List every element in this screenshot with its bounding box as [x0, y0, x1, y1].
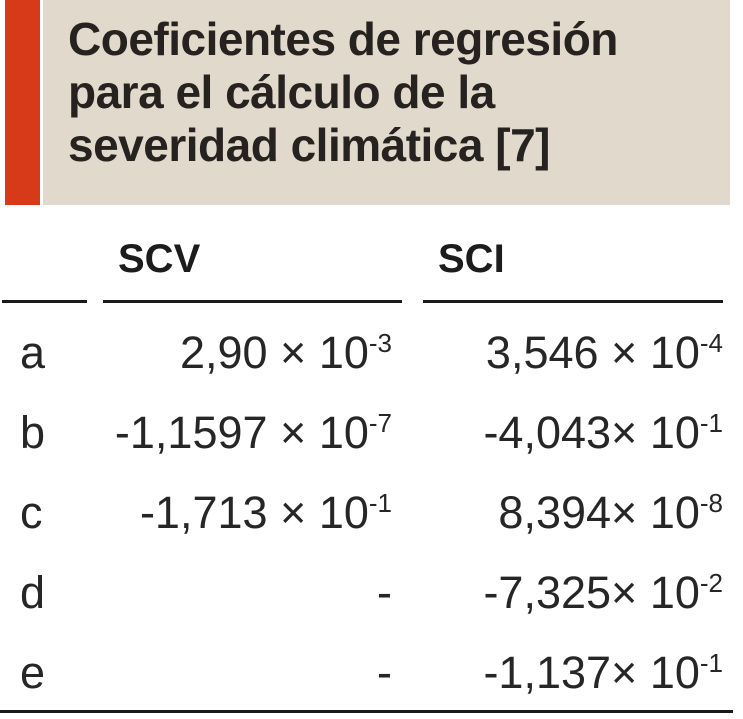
- value-exponent: -4: [699, 328, 723, 358]
- page-title: Coeficientes de regresión para el cálcul…: [68, 13, 618, 171]
- value-exponent: -2: [699, 568, 723, 598]
- sci-value: -1,137× 10-1: [423, 647, 723, 699]
- table-row-a: a 2,90 × 10-3 3,546 × 10-4: [0, 313, 723, 393]
- table-row-c: c -1,713 × 10-1 8,394× 10-8: [0, 473, 723, 553]
- value-base: -: [377, 647, 392, 698]
- value-exponent: -1: [368, 488, 392, 518]
- sci-value: 3,546 × 10-4: [423, 327, 723, 379]
- sci-value: -7,325× 10-2: [423, 567, 723, 619]
- row-label: a: [20, 327, 46, 378]
- row-label: b: [20, 407, 46, 458]
- value-base: 3,546 × 10: [485, 327, 700, 378]
- title-panel: Coeficientes de regresión para el cálcul…: [43, 0, 730, 205]
- coefficients-table: SCV SCI a 2,90 × 10-3 3,546 × 10-4 b -1,…: [0, 205, 723, 713]
- value-base: -1,713 × 10: [139, 487, 369, 538]
- row-label-column-header: [2, 205, 87, 303]
- scv-value: 2,90 × 10-3: [103, 327, 402, 379]
- table-row-e: e - -1,137× 10-1: [0, 633, 723, 713]
- value-base: -1,137× 10: [483, 647, 700, 698]
- value-exponent: -1: [699, 648, 723, 678]
- value-exponent: -7: [368, 408, 392, 438]
- value-base: 8,394× 10: [498, 487, 700, 538]
- table-row-d: d - -7,325× 10-2: [0, 553, 723, 633]
- value-exponent: -3: [368, 328, 392, 358]
- value-exponent: -8: [699, 488, 723, 518]
- scv-value: -: [103, 647, 402, 699]
- value-base: -: [377, 567, 392, 618]
- table-bottom-divider: [0, 710, 733, 713]
- column-gap: [402, 205, 423, 303]
- value-base: -7,325× 10: [483, 567, 700, 618]
- value-base: 2,90 × 10: [179, 327, 369, 378]
- table-body: a 2,90 × 10-3 3,546 × 10-4 b -1,1597 × 1…: [0, 303, 723, 713]
- column-header-sci: SCI: [423, 205, 723, 303]
- table-header-row: SCV SCI: [0, 205, 723, 303]
- column-header-sci-label: SCI: [438, 237, 505, 281]
- value-exponent: -1: [699, 408, 723, 438]
- row-label: e: [20, 647, 46, 698]
- scv-value: -1,713 × 10-1: [103, 487, 402, 539]
- row-label: c: [20, 487, 43, 538]
- accent-bar: [5, 0, 40, 205]
- table-row-b: b -1,1597 × 10-7 -4,043× 10-1: [0, 393, 723, 473]
- row-label: d: [20, 567, 46, 618]
- column-header-scv-label: SCV: [118, 237, 201, 281]
- scv-value: -: [103, 567, 402, 619]
- value-base: -4,043× 10: [483, 407, 700, 458]
- scv-value: -1,1597 × 10-7: [103, 407, 402, 459]
- value-base: -1,1597 × 10: [114, 407, 369, 458]
- sci-value: -4,043× 10-1: [423, 407, 723, 459]
- column-header-scv: SCV: [103, 205, 402, 303]
- sci-value: 8,394× 10-8: [423, 487, 723, 539]
